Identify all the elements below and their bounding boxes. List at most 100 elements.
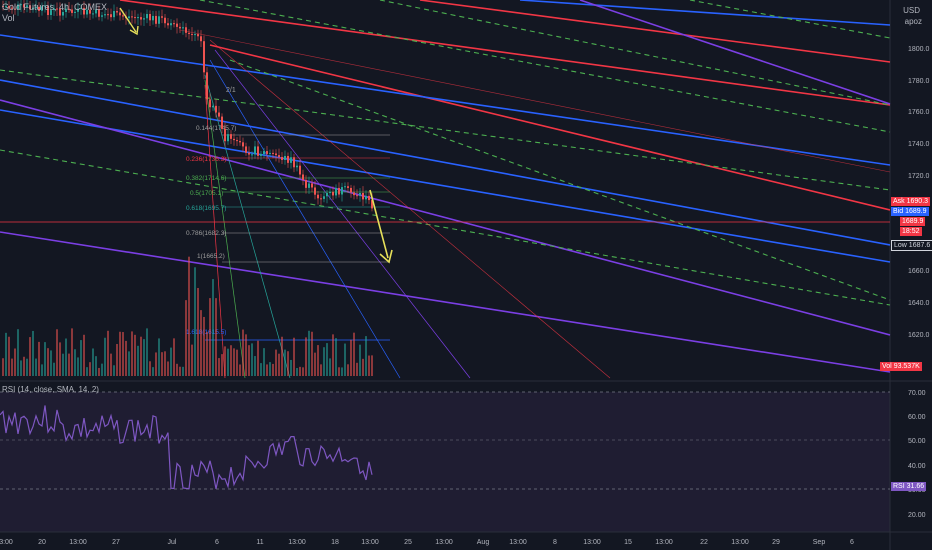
fib-label-0786: 0.786(1682.3) — [186, 230, 226, 237]
fib-label-0382: 0.382(1714.6) — [186, 175, 226, 182]
candle-body — [191, 33, 193, 35]
volume-bar — [26, 358, 28, 376]
arrow-early-line — [119, 7, 137, 33]
rsi-tick-label: 70.00 — [908, 390, 926, 397]
candle-body — [128, 16, 130, 19]
red-line-upper[interactable] — [419, 0, 891, 63]
volume-bar — [314, 352, 316, 376]
volume-bar — [236, 349, 238, 376]
candle-body — [65, 8, 67, 13]
symbol-title[interactable]: Gold Futures, 4h, COMEX — [2, 2, 108, 12]
teal-fan-ray[interactable] — [204, 74, 291, 379]
price-tick-label: 1760.0 — [908, 109, 930, 116]
volume-bar — [170, 347, 172, 376]
candle-body — [221, 116, 223, 129]
volume-bar — [110, 353, 112, 376]
volume-bar — [221, 354, 223, 376]
price-axis[interactable]: 1800.0 1780.0 1760.0 1740.0 1720.0 1660.0 1640… — [908, 46, 930, 339]
volume-legend[interactable]: Vol — [2, 13, 15, 23]
green-fan-ray[interactable] — [204, 79, 246, 379]
volume-bar — [71, 328, 73, 376]
rsi-pane — [0, 392, 890, 532]
volume-bar — [272, 363, 274, 376]
volume-bar — [242, 329, 244, 376]
volume-bar — [227, 348, 229, 376]
volume-bar — [266, 364, 268, 376]
candle-body — [59, 8, 61, 16]
candle-body — [359, 193, 361, 196]
countdown-value: 18:52 — [902, 228, 920, 235]
arrow-down-main — [369, 189, 389, 259]
candle-body — [344, 186, 346, 188]
candle-body — [206, 72, 208, 100]
volume-bar — [215, 298, 217, 376]
candle-body — [149, 13, 151, 21]
green-dash-6[interactable] — [229, 59, 891, 301]
volume-bar — [305, 337, 307, 376]
blue-channel-lower[interactable] — [0, 109, 891, 263]
blue-channel-upper[interactable] — [0, 79, 891, 246]
green-dash-4[interactable] — [0, 149, 891, 306]
red-fan-ray-2[interactable] — [204, 84, 226, 379]
purple-channel-mid[interactable] — [0, 99, 891, 336]
volume-bar — [230, 345, 232, 376]
green-dash-3[interactable] — [0, 69, 891, 191]
red-channel-mid[interactable] — [209, 44, 891, 211]
candle-body — [335, 187, 337, 196]
purple-fan-ray[interactable] — [214, 49, 471, 379]
volume-bar — [161, 352, 163, 376]
volume-bar — [317, 345, 319, 376]
projection-arrows[interactable] — [119, 7, 393, 264]
candle-body — [263, 151, 265, 155]
candle-body — [146, 13, 148, 19]
rsi-tick-label: 60.00 — [908, 414, 926, 421]
red-thin-fan[interactable] — [179, 29, 891, 173]
candle-body — [197, 34, 199, 37]
volume-bar — [173, 338, 175, 376]
green-dash-2[interactable] — [199, 0, 891, 133]
volume-bar — [143, 339, 145, 376]
volume-bar — [158, 338, 160, 376]
volume-bar — [359, 344, 361, 376]
time-tick-label: 18 — [331, 539, 339, 546]
candle-body — [203, 41, 205, 73]
candle-body — [227, 134, 229, 142]
volume-bar — [185, 300, 187, 376]
red-channel-top[interactable] — [119, 0, 891, 106]
time-tick-label: 22 — [700, 539, 708, 546]
volume-bar — [92, 348, 94, 376]
volume-bar — [365, 336, 367, 376]
candle-body — [116, 11, 118, 13]
purple-line-top[interactable] — [579, 0, 891, 105]
currency-label[interactable]: USD — [903, 6, 920, 15]
blue-line-top[interactable] — [519, 0, 891, 26]
volume-bar — [107, 330, 109, 376]
volume-bar — [146, 328, 148, 376]
green-dash-1[interactable] — [379, 0, 891, 106]
candle-body — [188, 32, 190, 34]
volume-bar — [59, 342, 61, 376]
red-fan-ray[interactable] — [209, 39, 611, 379]
volume-tag-value: 93.537K — [893, 363, 920, 370]
blue-channel-top[interactable] — [0, 34, 891, 166]
purple-channel-low[interactable] — [0, 231, 891, 373]
fib-label-0144: 0.144(1745.7) — [196, 125, 236, 132]
candle-body — [245, 146, 247, 153]
time-tick-label: 13:00 — [731, 539, 749, 546]
candle-body — [110, 14, 112, 18]
volume-bar — [281, 336, 283, 376]
blue-fan-ray[interactable] — [209, 59, 401, 379]
candle-body — [326, 192, 328, 197]
arrow-early-icon — [129, 25, 139, 36]
candle-body — [41, 6, 43, 11]
green-dash-5[interactable] — [689, 0, 891, 39]
rsi-legend[interactable]: RSI (14, close, SMA, 14, 2) — [2, 385, 99, 394]
chart-legend[interactable]: Gold Futures, 4h, COMEX Vol — [2, 2, 107, 24]
candle-body — [95, 9, 97, 14]
trendline-group — [0, 0, 891, 379]
candle-body — [32, 7, 34, 10]
candle-body — [320, 198, 322, 200]
time-axis[interactable]: 3:00 20 13:00 27 Jul 6 11 13:00 18 13:00 25 13:00 Au… — [0, 539, 854, 546]
fib-label-05: 0.5(1705.1) — [190, 190, 223, 197]
